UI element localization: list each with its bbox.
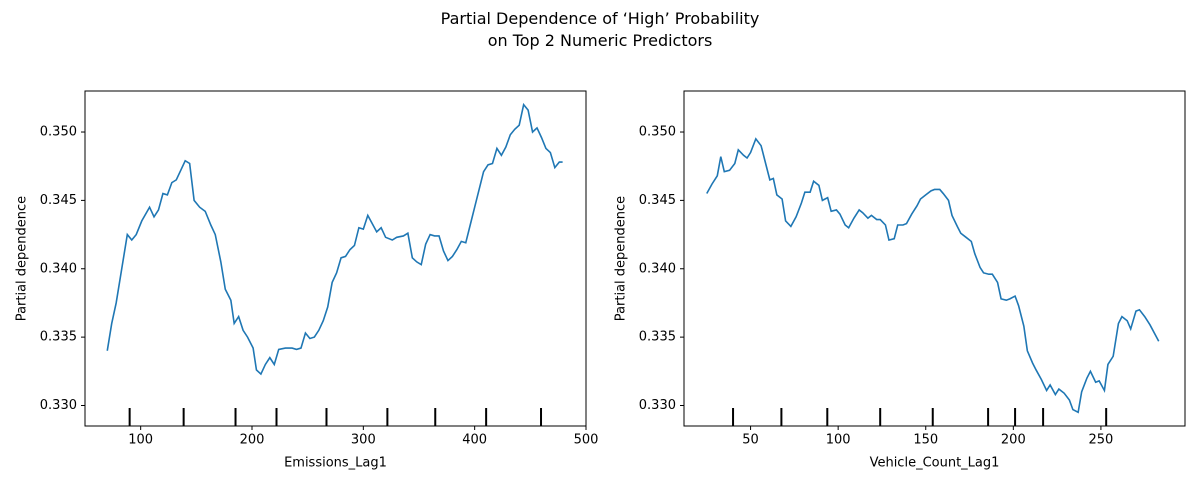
y-axis-label: Partial dependence [15, 196, 30, 321]
plot-frame [84, 90, 587, 427]
figure-title: Partial Dependence of ‘High’ Probability… [440, 9, 760, 50]
x-tick-label: 100 [826, 433, 851, 448]
x-tick-label: 50 [742, 433, 759, 448]
x-tick-label: 200 [240, 433, 265, 448]
y-tick-label: 0.345 [639, 193, 676, 208]
x-tick-label: 250 [1089, 433, 1114, 448]
y-tick-label: 0.335 [639, 330, 676, 345]
y-tick-label: 0.330 [639, 398, 676, 413]
plot-frame [683, 90, 1186, 427]
x-tick-label: 200 [1001, 433, 1026, 448]
y-tick-label: 0.340 [40, 261, 77, 276]
y-tick-label: 0.340 [639, 261, 676, 276]
x-tick-label: 150 [913, 433, 938, 448]
y-tick-label: 0.345 [40, 193, 77, 208]
x-axis-label: Vehicle_Count_Lag1 [870, 456, 1000, 471]
y-tick-label: 0.350 [40, 125, 77, 140]
line [106, 102, 563, 376]
line [706, 137, 1160, 414]
y-tick-label: 0.350 [639, 125, 676, 140]
y-tick-label: 0.330 [40, 398, 77, 413]
y-axis-label: Partial dependence [614, 196, 629, 321]
x-tick-label: 500 [574, 433, 599, 448]
x-tick-label: 100 [128, 433, 153, 448]
x-tick-label: 400 [462, 433, 487, 448]
x-tick-label: 300 [351, 433, 376, 448]
y-tick-label: 0.335 [40, 330, 77, 345]
x-axis-label: Emissions_Lag1 [284, 456, 387, 471]
